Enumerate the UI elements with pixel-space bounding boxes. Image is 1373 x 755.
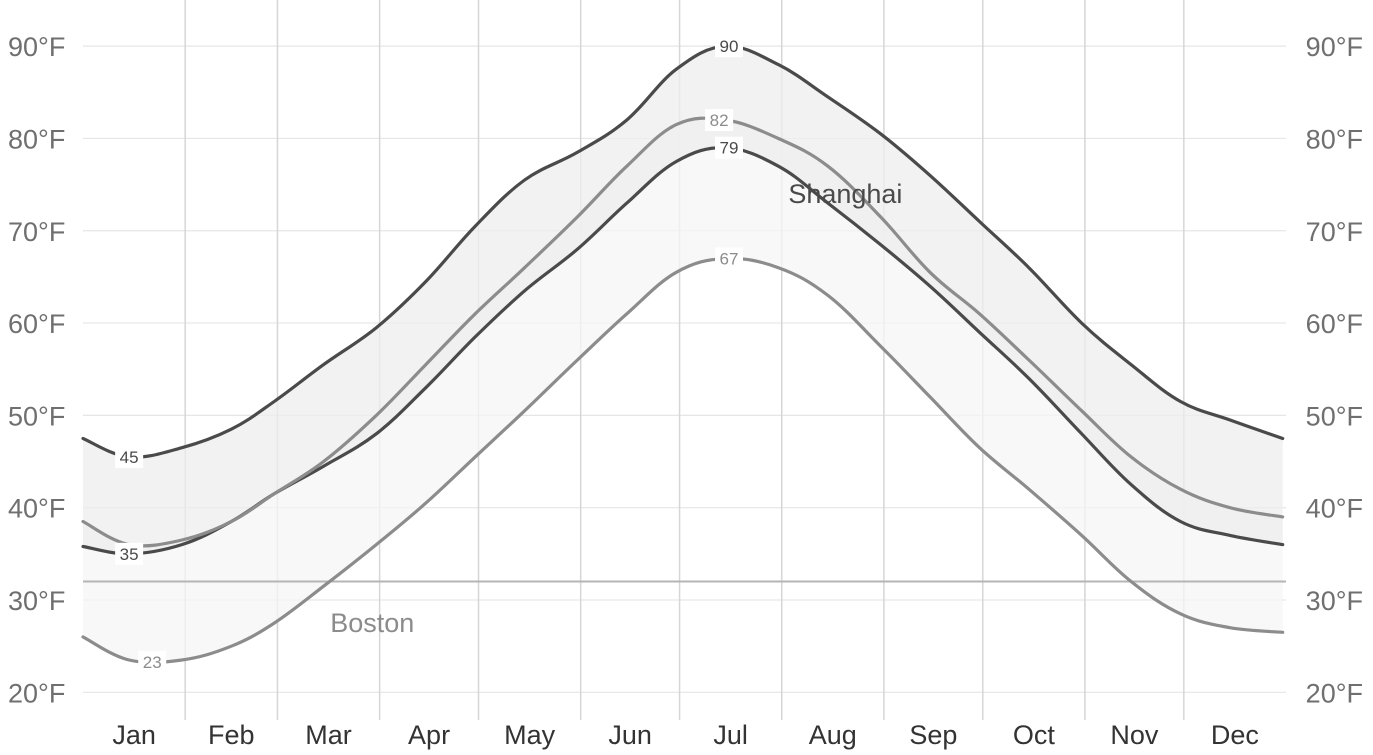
x-tick-label: Oct bbox=[1013, 720, 1056, 750]
y-tick-label: 80°F bbox=[1306, 124, 1363, 154]
point-label-bg bbox=[714, 35, 743, 58]
x-tick-label: Mar bbox=[305, 720, 352, 750]
y-tick-label: 50°F bbox=[1306, 401, 1363, 431]
point-label-bg bbox=[714, 136, 743, 159]
y-tick-label: 70°F bbox=[1306, 217, 1363, 247]
point-label: 82 bbox=[710, 111, 729, 130]
y-tick-label: 20°F bbox=[8, 678, 65, 708]
y-tick-label: 60°F bbox=[8, 309, 65, 339]
y-tick-label: 80°F bbox=[8, 124, 65, 154]
x-tick-label: Nov bbox=[1110, 720, 1159, 750]
x-tick-label: Feb bbox=[208, 720, 255, 750]
y-tick-label: 30°F bbox=[1306, 586, 1363, 616]
point-label: 23 bbox=[143, 653, 162, 672]
x-tick-label: May bbox=[504, 720, 556, 750]
x-tick-label: Dec bbox=[1211, 720, 1259, 750]
point-label-bg bbox=[138, 650, 167, 673]
series-name-shanghai: Shanghai bbox=[788, 179, 902, 209]
x-tick-label: Jun bbox=[608, 720, 652, 750]
x-axis: Jan Feb Mar Apr May Jun Jul Aug Sep Oct Nov Dec bbox=[112, 720, 1259, 750]
y-tick-label: 50°F bbox=[8, 401, 65, 431]
point-label-bg bbox=[115, 542, 144, 565]
point-label: 45 bbox=[120, 448, 139, 467]
point-label-bg bbox=[714, 247, 743, 270]
x-tick-label: Jan bbox=[112, 720, 156, 750]
series-name-labels: Shanghai Boston bbox=[330, 179, 902, 638]
point-labels: 45 35 23 90 82 79 67 bbox=[115, 35, 743, 673]
point-label: 35 bbox=[120, 545, 139, 564]
y-tick-label: 20°F bbox=[1306, 678, 1363, 708]
band-boston bbox=[83, 118, 1283, 663]
y-tick-label: 70°F bbox=[8, 217, 65, 247]
y-tick-label: 30°F bbox=[8, 586, 65, 616]
point-label: 90 bbox=[720, 37, 739, 56]
point-label: 79 bbox=[720, 139, 739, 158]
y-tick-label: 90°F bbox=[8, 32, 65, 62]
y-tick-label: 60°F bbox=[1306, 309, 1363, 339]
series-line-shanghai-high bbox=[81, 44, 1285, 459]
series-lines bbox=[81, 44, 1285, 665]
x-tick-label: Aug bbox=[809, 720, 857, 750]
point-label-bg bbox=[705, 109, 734, 131]
y-axis-right: 20°F 30°F 40°F 50°F 60°F 70°F 80°F 90°F bbox=[1306, 32, 1363, 708]
point-label: 67 bbox=[720, 249, 739, 268]
series-line-boston-low bbox=[81, 256, 1285, 665]
x-tick-label: Apr bbox=[408, 720, 450, 750]
y-tick-label: 40°F bbox=[1306, 494, 1363, 524]
y-axis-left: 20°F 30°F 40°F 50°F 60°F 70°F 80°F 90°F bbox=[8, 32, 65, 708]
x-tick-label: Sep bbox=[909, 720, 957, 750]
series-name-boston: Boston bbox=[330, 608, 414, 638]
y-tick-label: 40°F bbox=[8, 494, 65, 524]
y-tick-label: 90°F bbox=[1306, 32, 1363, 62]
series-line-boston-high bbox=[81, 116, 1285, 548]
x-tick-label: Jul bbox=[713, 720, 748, 750]
point-label-bg bbox=[115, 445, 144, 468]
